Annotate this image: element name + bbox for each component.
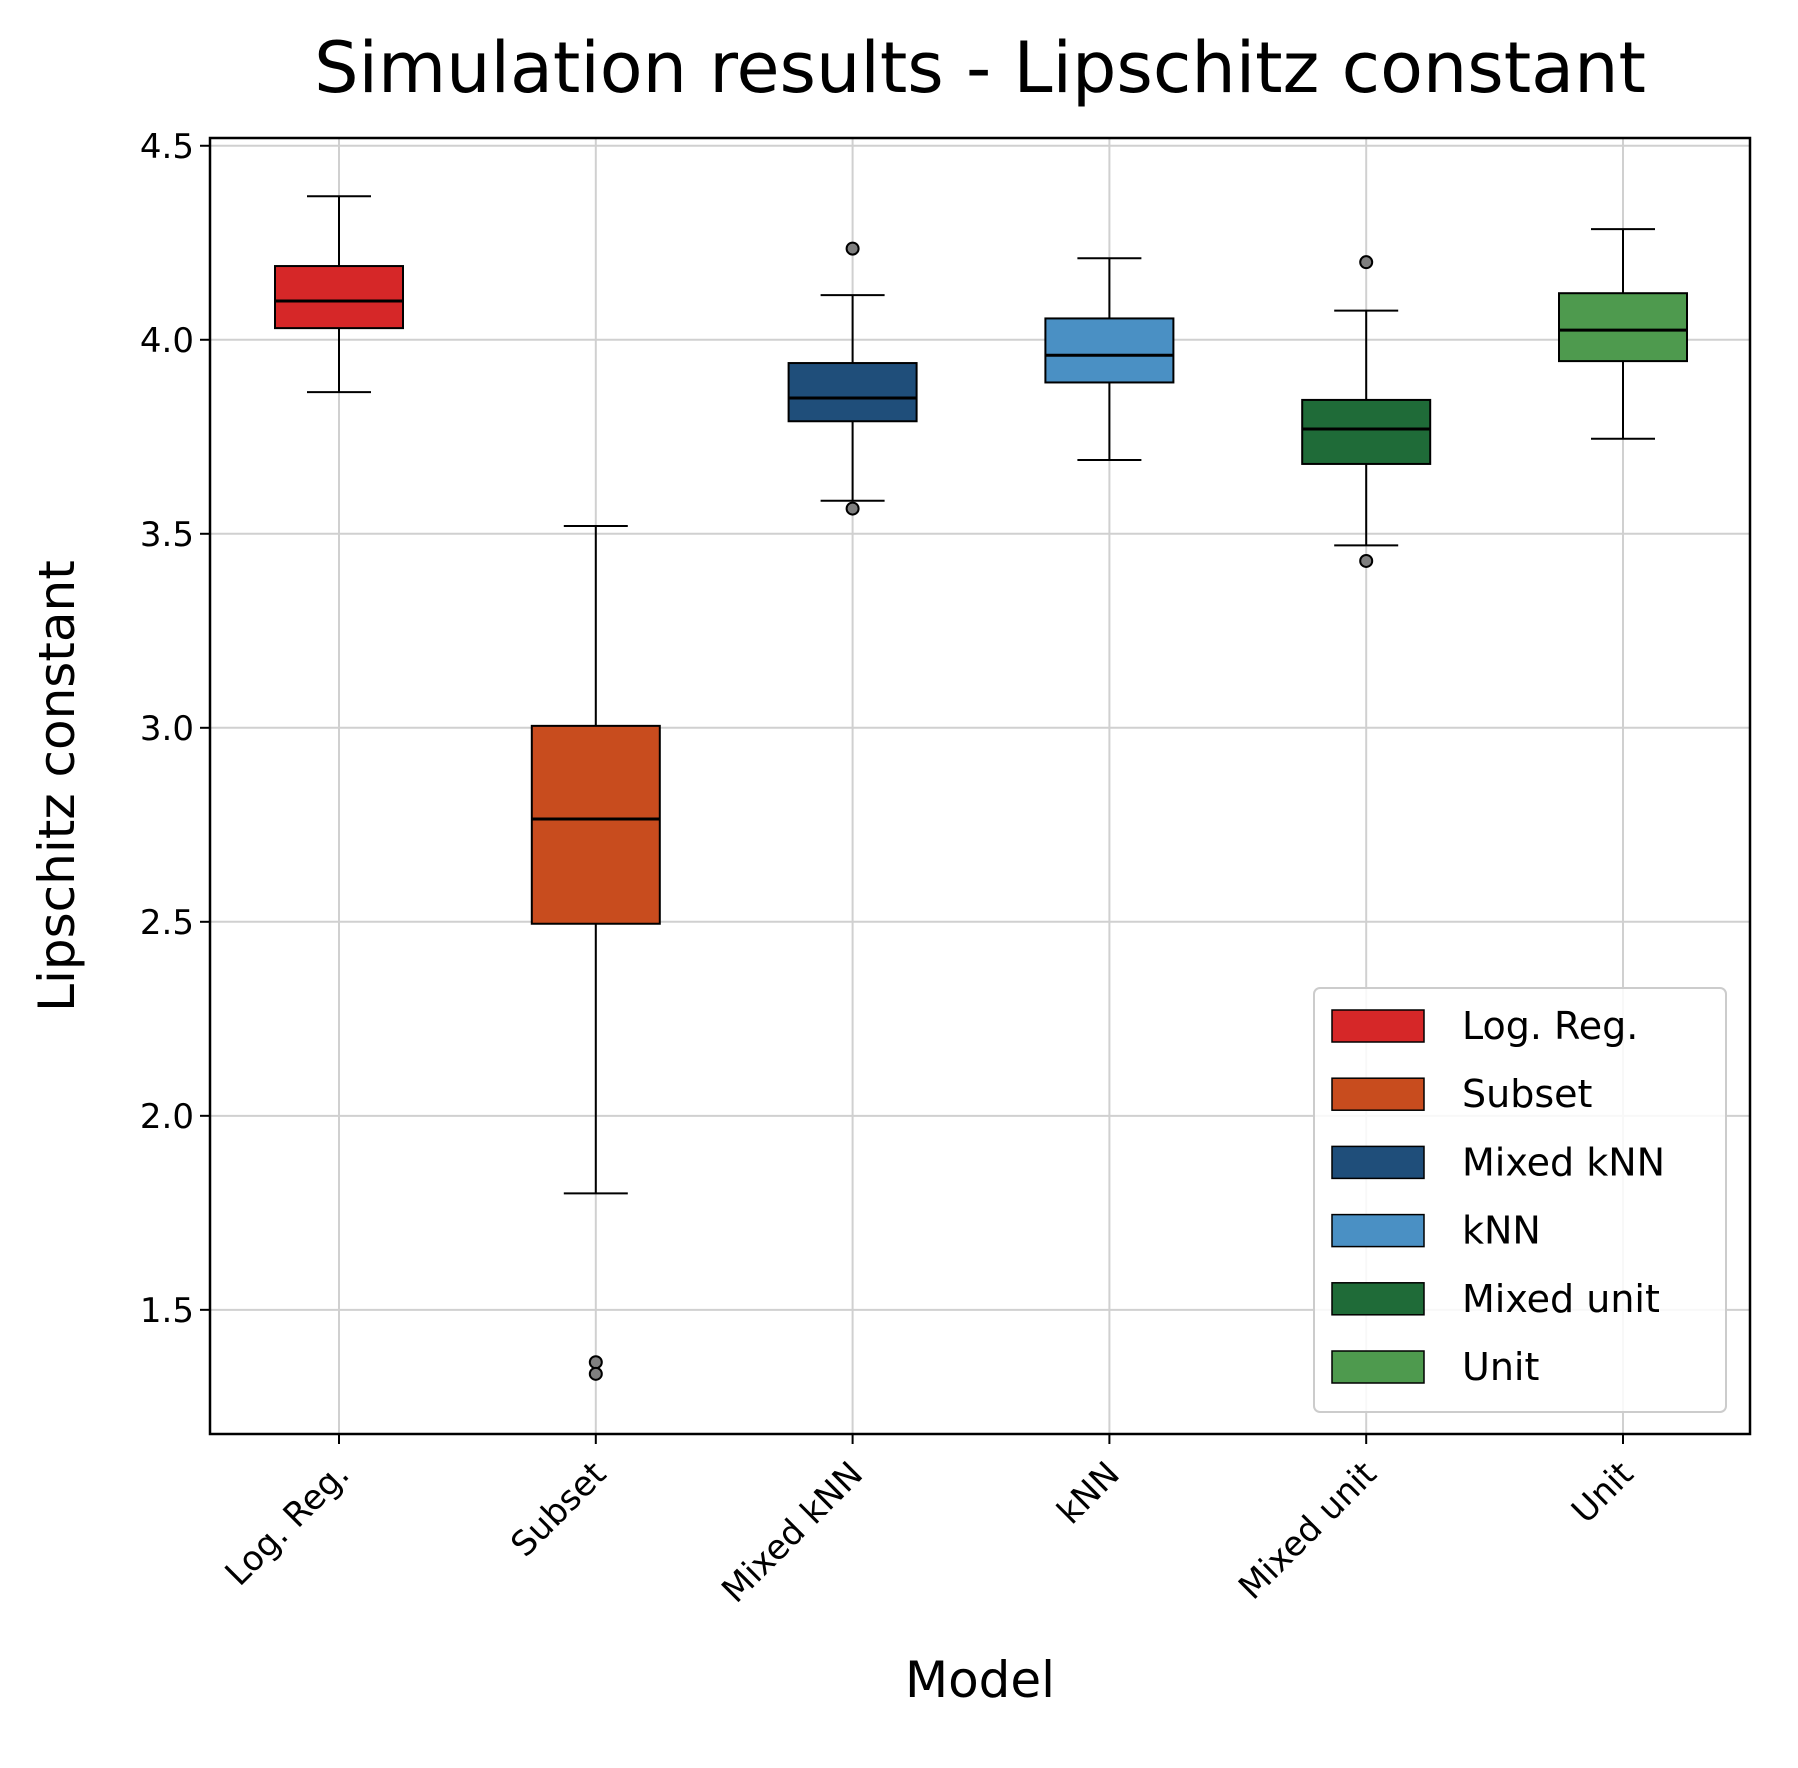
- legend-swatch: [1331, 1213, 1425, 1248]
- y-axis-label: Lipschitz constant: [28, 560, 86, 1012]
- legend-swatch: [1331, 1145, 1425, 1180]
- box-knn: [1044, 257, 1175, 462]
- y-tick-label: 4.0: [140, 321, 194, 361]
- legend-label: Mixed kNN: [1462, 1140, 1665, 1184]
- legend-label: Unit: [1462, 1345, 1539, 1389]
- legend-swatch: [1331, 1282, 1425, 1316]
- y-tick-label: 2.0: [140, 1097, 194, 1137]
- box-iqr: [1301, 398, 1432, 465]
- y-tick-label: 3.5: [140, 515, 194, 555]
- plot-frame: [208, 136, 1752, 1436]
- box-iqr: [530, 724, 661, 925]
- box-mixed-unit: [1301, 255, 1432, 568]
- y-tick-label: 1.5: [140, 1291, 194, 1331]
- y-tick-label: 4.5: [140, 127, 194, 167]
- x-axis-label: Model: [905, 1651, 1055, 1709]
- box-iqr: [787, 362, 918, 423]
- box-log-reg: [274, 195, 404, 394]
- box-mixed-knn: [787, 241, 918, 516]
- outlier-point: [845, 241, 860, 256]
- legend-label: kNN: [1462, 1209, 1541, 1253]
- legend-item: Mixed kNN: [1331, 1140, 1665, 1184]
- legend-item: Log. Reg.: [1331, 1004, 1638, 1048]
- legend: Log. Reg. Subset Mixed kNN kNN Mixed unit Uni…: [1313, 987, 1727, 1413]
- chart-title: Simulation results - Lipschitz constant: [314, 27, 1646, 109]
- outlier-point: [588, 1366, 603, 1381]
- outlier-point: [1359, 553, 1374, 568]
- legend-item: Mixed unit: [1331, 1277, 1660, 1321]
- y-tick-label: 3.0: [140, 709, 194, 749]
- legend-item: kNN: [1331, 1209, 1541, 1253]
- legend-swatch: [1331, 1077, 1425, 1111]
- y-axis-ticks: 1.5 2.0 2.5 3.0 3.5 4.0 4.5: [140, 127, 210, 1331]
- box-subset: [530, 525, 661, 1381]
- legend-swatch: [1331, 1009, 1425, 1043]
- box-iqr: [1044, 317, 1175, 384]
- legend-label: Subset: [1462, 1072, 1592, 1116]
- legend-item: Unit: [1331, 1345, 1539, 1389]
- outlier-point: [1359, 255, 1374, 270]
- box-iqr: [274, 265, 404, 330]
- boxes: [274, 195, 1688, 1381]
- box-iqr: [1558, 292, 1688, 363]
- outlier-point: [845, 501, 860, 516]
- legend-item: Subset: [1331, 1072, 1592, 1116]
- legend-swatch: [1331, 1350, 1425, 1384]
- legend-label: Mixed unit: [1462, 1277, 1660, 1321]
- legend-label: Log. Reg.: [1462, 1004, 1638, 1048]
- box-unit: [1558, 228, 1688, 440]
- y-tick-label: 2.5: [140, 903, 194, 943]
- outlier-point: [588, 1355, 603, 1370]
